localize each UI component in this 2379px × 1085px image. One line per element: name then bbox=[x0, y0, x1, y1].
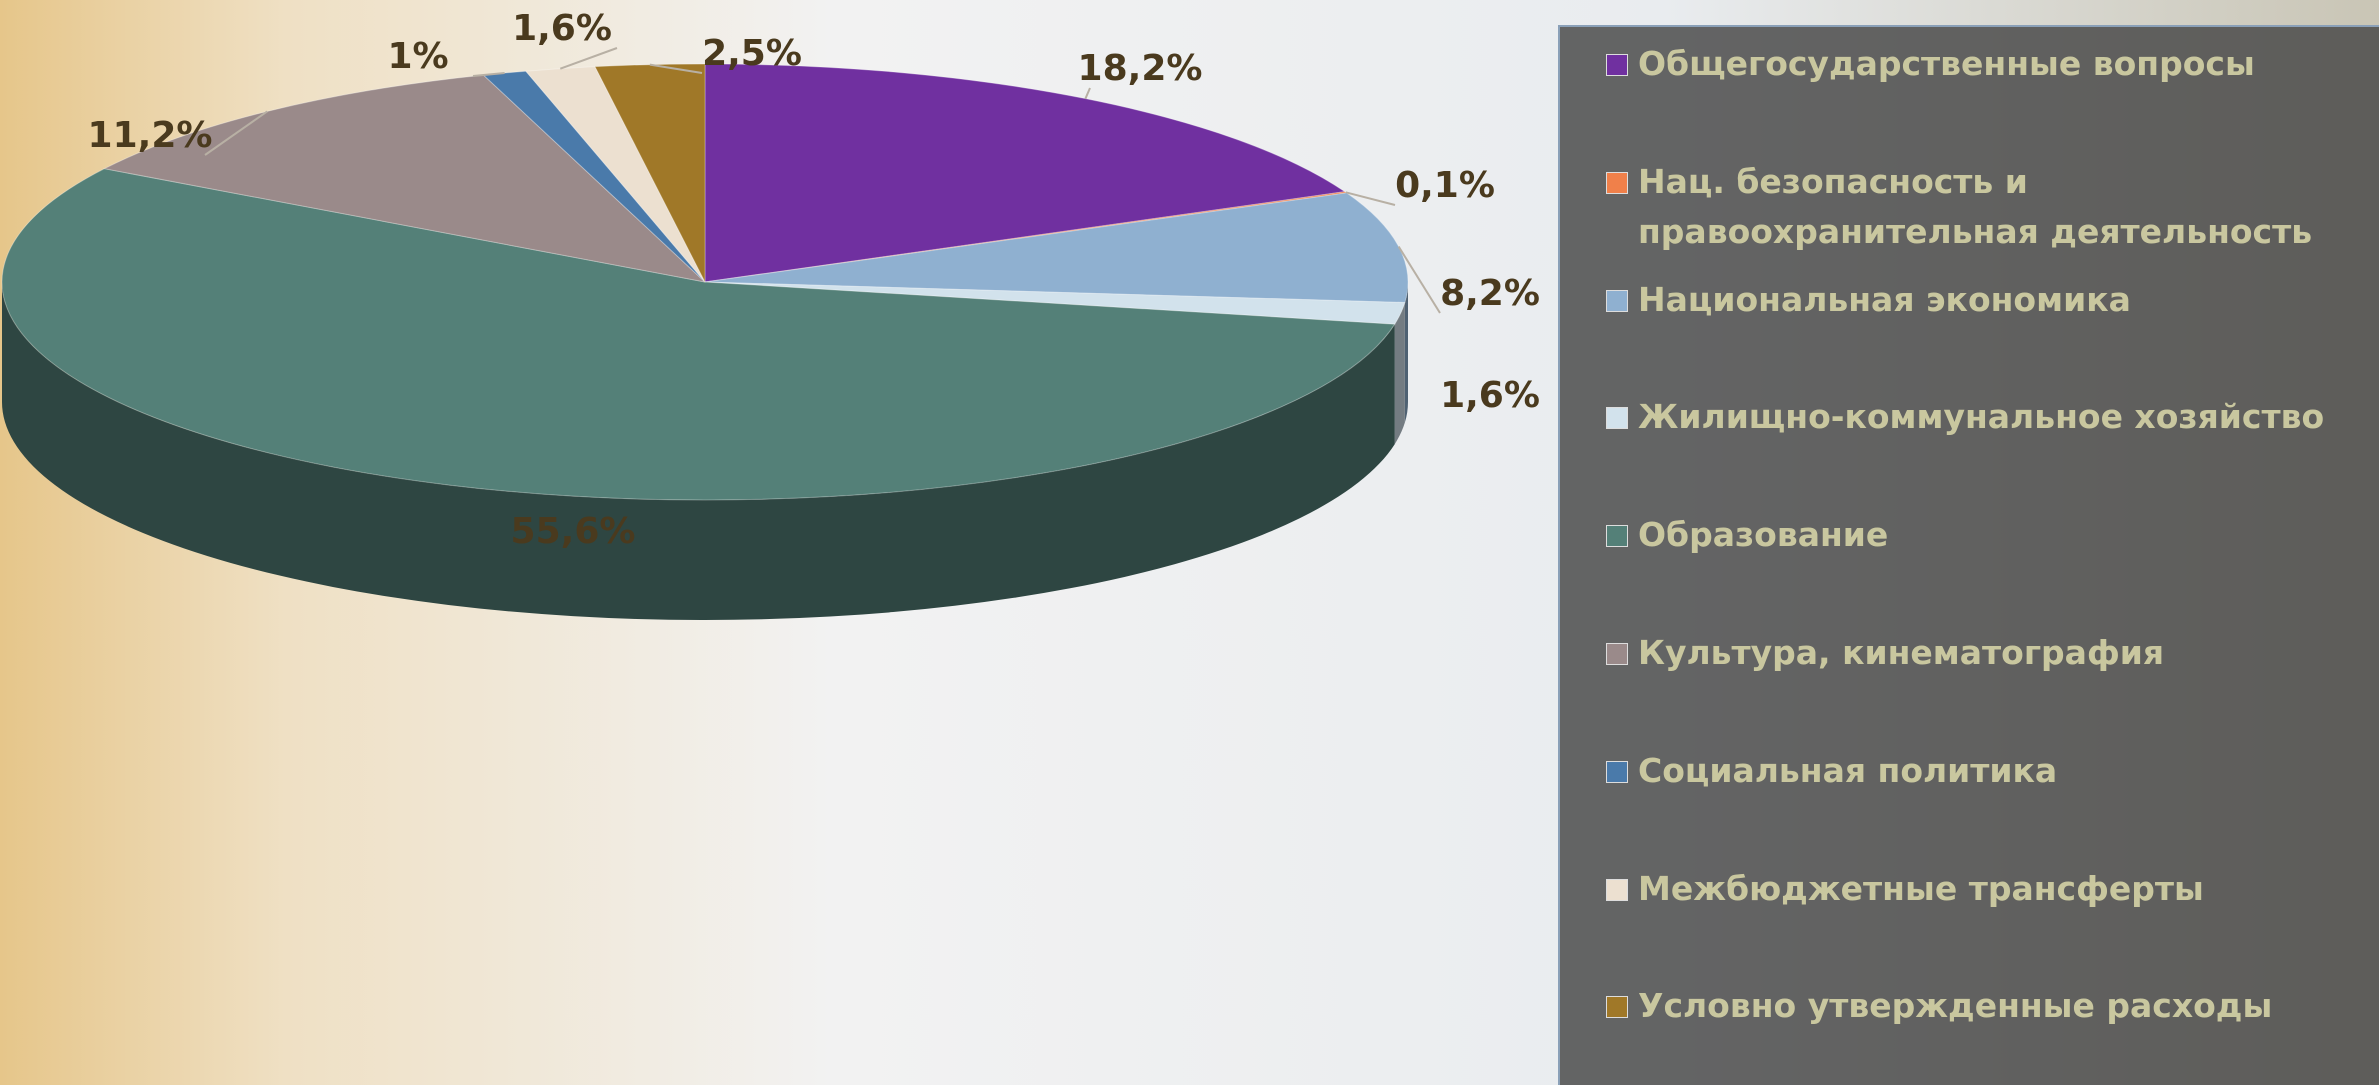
slice bbox=[704, 281, 1406, 325]
data-label: 18,2% bbox=[1078, 48, 1203, 89]
legend-label: Национальная экономика bbox=[1638, 279, 2131, 319]
leader-line bbox=[472, 72, 505, 77]
legend-label: Нац. безопасность и правоохранительная д… bbox=[1638, 161, 2313, 251]
legend-label: Образование bbox=[1638, 515, 1889, 555]
data-label: 2,5% bbox=[702, 33, 802, 74]
legend-swatch bbox=[1606, 171, 1628, 194]
legend-swatch bbox=[1606, 289, 1628, 312]
data-label: 8,2% bbox=[1440, 273, 1540, 314]
legend-swatch bbox=[1606, 525, 1628, 548]
legend-item: Культура, кинематография bbox=[1606, 628, 2346, 678]
leader-line bbox=[559, 47, 618, 70]
legend-item: Жилищно-коммунальное хозяйство bbox=[1606, 392, 2346, 442]
legend-swatch bbox=[1606, 760, 1628, 783]
legend-label: Межбюджетные трансферты bbox=[1638, 868, 2204, 908]
slice-side bbox=[2, 282, 1395, 620]
legend-label: Культура, кинематография bbox=[1638, 633, 2165, 672]
slice-side bbox=[1404, 282, 1408, 423]
leader-line bbox=[1397, 246, 1441, 314]
slice bbox=[704, 192, 1409, 304]
slice bbox=[704, 63, 1347, 283]
legend-item: Национальная экономика bbox=[1606, 275, 2346, 325]
data-label: 1% bbox=[387, 36, 448, 77]
data-label: 55,6% bbox=[511, 511, 636, 552]
legend-swatch bbox=[1606, 643, 1628, 665]
legend-swatch bbox=[1606, 54, 1628, 76]
legend-item: Условно утвержденные расходы bbox=[1606, 981, 2346, 1031]
legend-item: Образование bbox=[1606, 510, 2346, 560]
legend-swatch bbox=[1606, 878, 1628, 901]
legend-label: Социальная политика bbox=[1638, 750, 2058, 790]
chart: 18,2% 0,1% 8,2% 1,6% 55,6% 11,2% 1% 1,6% 2,5% bbox=[1, 8, 1540, 620]
slice bbox=[1, 168, 1396, 501]
legend-swatch bbox=[1606, 996, 1628, 1019]
leader-line bbox=[649, 63, 703, 74]
slice bbox=[102, 74, 707, 283]
legend-item: Общегосударственные вопросы bbox=[1606, 39, 2346, 89]
legend-item: Социальная политика bbox=[1606, 746, 2346, 796]
legend-item: Нац. безопасность и правоохранительная д… bbox=[1606, 157, 2346, 257]
data-label: 1,6% bbox=[512, 8, 612, 49]
legend-item: Межбюджетные трансферты bbox=[1606, 864, 2346, 914]
legend-label: Общегосударственные вопросы bbox=[1638, 44, 2255, 83]
data-label: 1,6% bbox=[1440, 375, 1540, 416]
legend: Общегосударственные вопросы Нац. безопасн… bbox=[1558, 25, 2379, 1085]
data-label: 0,1% bbox=[1395, 165, 1495, 206]
legend-label: Условно утвержденные расходы bbox=[1638, 986, 2273, 1026]
slice-side bbox=[1394, 302, 1405, 445]
leader-line bbox=[1084, 87, 1091, 100]
legend-swatch bbox=[1606, 407, 1628, 430]
leader-line bbox=[204, 110, 268, 156]
leader-line bbox=[1345, 191, 1396, 206]
data-label: 11,2% bbox=[88, 115, 213, 156]
legend-label: Жилищно-коммунальное хозяйство bbox=[1638, 397, 2325, 437]
